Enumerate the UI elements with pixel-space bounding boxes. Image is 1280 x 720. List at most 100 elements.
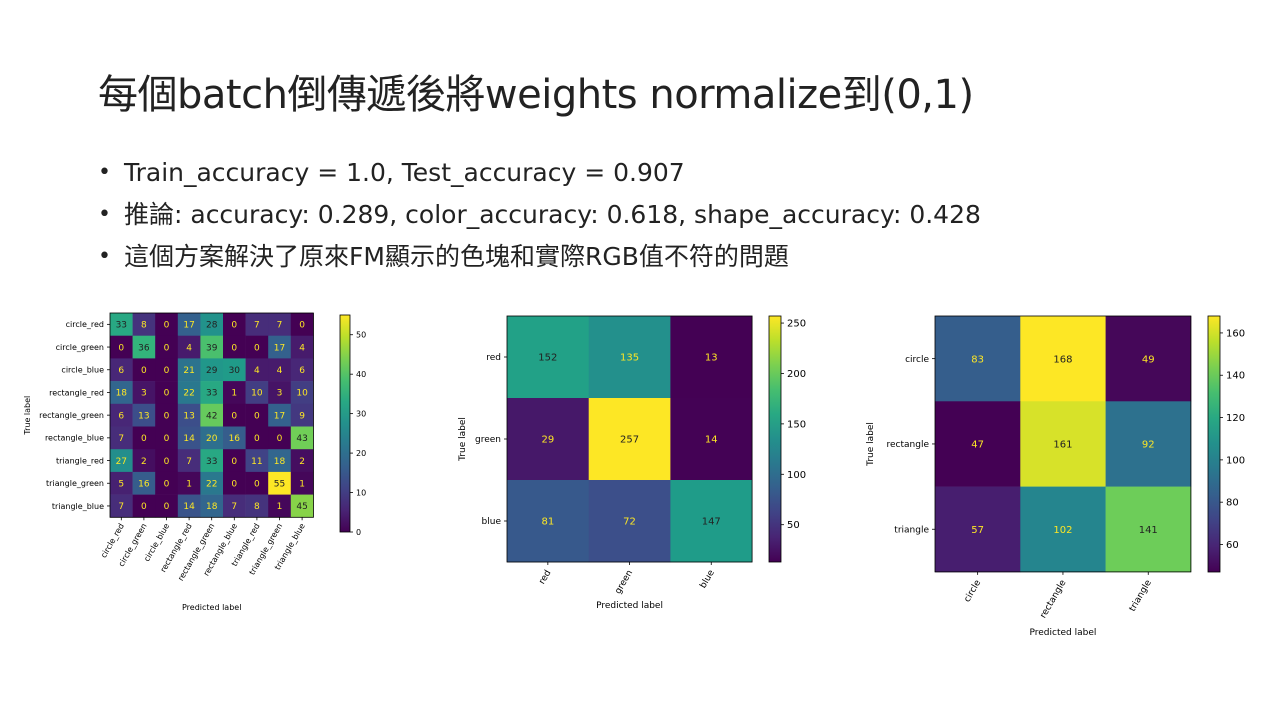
matrix-cell [268,449,292,473]
matrix-cell [507,398,589,481]
cell-value-label: 0 [141,502,147,512]
cell-value-label: 0 [231,343,237,353]
cell-value-label: 0 [231,411,237,421]
cell-value-label: 18 [206,502,218,512]
colorbar-tick-label: 200 [787,369,806,380]
cell-value-label: 0 [231,457,237,467]
matrix-cell [155,335,179,359]
matrix-cell [132,449,156,473]
cell-value-label: 3 [141,389,147,399]
matrix-cell [132,403,156,427]
cell-value-label: 3 [277,389,283,399]
matrix-cell [177,403,201,427]
x-tick-label: circle [963,578,984,604]
matrix-cell [110,335,133,359]
matrix-cell [588,480,671,563]
matrix-cell [290,358,314,382]
matrix-cell [200,358,224,382]
y-axis-label: True label [23,396,32,436]
cell-value-label: 0 [164,411,170,421]
matrix-cell [245,381,269,405]
matrix-cell [290,313,314,336]
cell-value-label: 1 [186,479,192,489]
cell-value-label: 6 [118,366,124,376]
y-axis-label: True label [866,422,876,467]
cell-value-label: 8 [141,321,147,331]
cell-value-label: 83 [971,354,984,365]
colorbar-tick-label: 20 [356,449,366,458]
cell-value-label: 92 [1142,440,1155,451]
matrix-cell [670,316,753,399]
matrix-cell [132,358,156,382]
x-tick-label: rectangle [1039,578,1069,620]
cell-value-label: 13 [138,411,149,421]
matrix-cell [155,403,179,427]
cell-value-label: 21 [183,366,194,376]
cell-value-label: 7 [118,434,124,444]
y-tick-label: blue [482,517,502,527]
cell-value-label: 0 [254,411,260,421]
matrix-cell [223,471,246,495]
cell-value-label: 29 [206,366,218,376]
y-tick-label: red [486,353,501,363]
cell-value-label: 10 [296,389,308,399]
cell-value-label: 161 [1053,440,1072,451]
matrix-cell [268,335,292,359]
matrix-cell [200,335,224,359]
colorbar-tick-label: 0 [356,528,361,537]
y-tick-label: circle_red [66,320,104,329]
cell-value-label: 22 [206,479,217,489]
cell-value-label: 14 [183,502,195,512]
bullet-inference-accuracy: 推論: accuracy: 0.289, color_accuracy: 0.6… [98,198,981,240]
cell-value-label: 1 [277,502,283,512]
cell-value-label: 0 [118,343,124,353]
cell-value-label: 0 [164,502,170,512]
cell-value-label: 2 [141,457,147,467]
cell-value-label: 102 [1053,525,1072,536]
matrix-cell [935,316,1021,402]
colorbar [339,314,351,533]
x-tick-label: blue [698,568,717,590]
cell-value-label: 4 [254,366,260,376]
matrix-cell [110,494,133,518]
colorbar [1207,315,1221,573]
matrix-cell [110,403,133,427]
confusion-matrix-color: 152 135 13 29 257 14 81 72 147 red green blue red gre… [458,315,806,611]
bullet-conclusion: 這個方案解決了原來FM顯示的色塊和實際RGB值不符的問題 [98,240,981,282]
matrix-cell [110,381,133,405]
cell-value-label: 30 [229,366,241,376]
x-axis-label: Predicted label [182,603,241,612]
colorbar-tick-label: 50 [356,331,366,340]
cell-value-label: 8 [254,502,260,512]
cell-value-label: 0 [254,434,260,444]
cell-value-label: 14 [705,435,718,446]
cell-value-label: 72 [623,517,636,528]
matrix-cell [132,471,156,495]
cell-value-label: 28 [206,321,218,331]
matrix-cell [110,358,133,382]
colorbar-tick-label: 80 [1226,498,1239,509]
y-tick-label: triangle [894,525,929,535]
cell-value-label: 33 [206,457,217,467]
cell-value-label: 18 [116,389,128,399]
bullet-accuracy-train-test: Train_accuracy = 1.0, Test_accuracy = 0.… [98,156,981,198]
cell-value-label: 0 [164,389,170,399]
confusion-matrix-9class: 33 8 0 17 28 0 7 7 00 36 0 4 39 0 0 17 46 0 0 21 29 30 4 4 618 3 0… [23,312,366,612]
cell-value-label: 0 [254,479,260,489]
matrix-cell [155,426,179,450]
cell-value-label: 9 [299,411,305,421]
cell-value-label: 0 [231,479,237,489]
matrix-cell [268,494,292,518]
colorbar-tick-label: 250 [787,319,806,330]
cell-value-label: 17 [274,343,285,353]
cell-value-label: 0 [299,321,305,331]
cell-value-label: 152 [538,353,557,364]
colorbar-tick-label: 50 [787,520,800,531]
cell-value-label: 0 [164,457,170,467]
matrix-cell [132,335,156,359]
cell-value-label: 0 [141,434,147,444]
matrix-cell [1020,316,1106,402]
matrix-cell [245,358,269,382]
cell-value-label: 0 [164,434,170,444]
matrix-cell [223,358,246,382]
